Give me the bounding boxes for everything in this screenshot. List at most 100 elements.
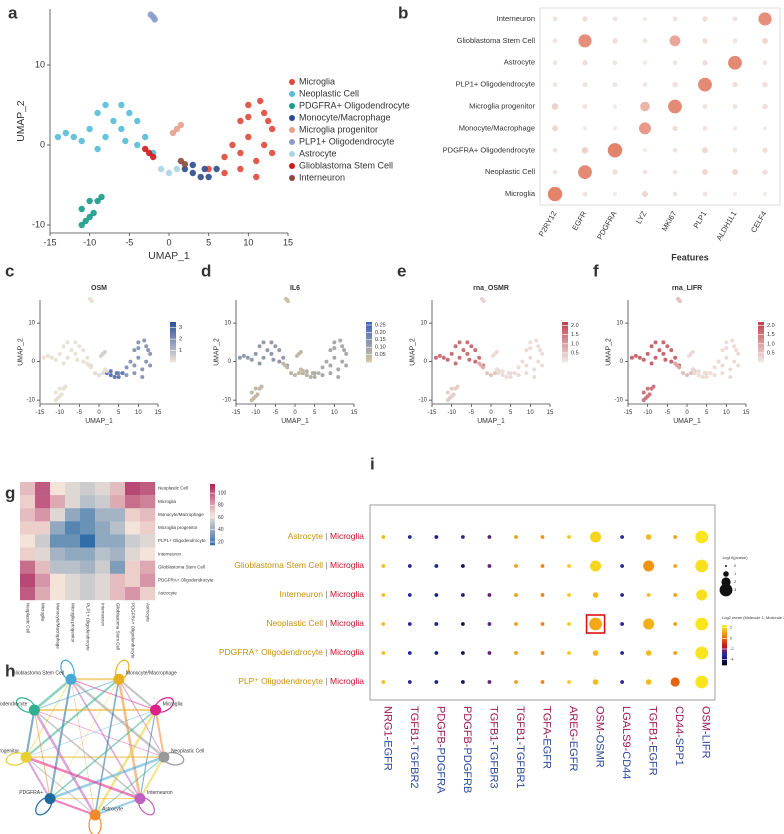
legend-label: Microglia progenitor: [299, 124, 378, 134]
colorbar-tick-label: 0.15: [375, 337, 386, 343]
point: [320, 365, 325, 370]
colorbar-cell: [758, 327, 764, 329]
dot: [612, 82, 618, 88]
bubble: [460, 564, 465, 568]
row-label: PLP1+ Oligodendrocyte: [456, 80, 535, 89]
colorbar-cell: [170, 351, 176, 353]
heat-cell: [140, 560, 156, 574]
x-tick-label: 0: [97, 410, 101, 416]
colorbar-cell: [758, 339, 764, 341]
bubble: [540, 622, 545, 626]
col-label-part: LGALS9-: [620, 706, 632, 752]
x-tick-label: -5: [469, 410, 475, 416]
x-tick-label: MKI67: [660, 209, 679, 232]
highlight-box: [585, 614, 606, 634]
col-label: PDGFB-PDGFRA: [434, 706, 446, 794]
colorbar-cell: [366, 323, 372, 325]
point: [645, 386, 650, 391]
point: [122, 137, 129, 145]
dot: [642, 82, 648, 88]
y-axis-label: UMAP_2: [410, 338, 417, 366]
x-axis-label: UMAP_1: [148, 251, 190, 262]
legend-label: Interneuron: [299, 172, 345, 182]
x-tick-label: CELF4: [749, 209, 768, 234]
bubble: [434, 535, 439, 539]
point: [528, 340, 533, 345]
x-tick-label: 5: [313, 410, 317, 416]
bubble: [695, 530, 709, 544]
bubble: [407, 622, 412, 626]
node: [113, 673, 125, 685]
x-axis-label: UMAP_1: [477, 418, 505, 425]
colorbar-cell: [722, 643, 727, 646]
colorbar-cell: [170, 328, 176, 331]
dot: [762, 81, 768, 88]
colorbar-cell: [758, 340, 764, 343]
x-tick-label: PLP1: [691, 209, 708, 229]
heat-cell: [65, 495, 81, 509]
point: [94, 145, 101, 153]
point: [148, 351, 153, 356]
point: [457, 355, 462, 360]
colorbar-cell: [210, 496, 215, 499]
heat-cell: [110, 482, 126, 496]
colorbar-cell: [562, 323, 568, 325]
colorbar-cell: [562, 332, 568, 335]
heat-cell: [95, 560, 111, 574]
point: [736, 351, 741, 356]
point: [132, 371, 137, 376]
x-tick-label: -15: [43, 238, 56, 248]
point: [63, 384, 68, 389]
point: [536, 359, 541, 364]
col-label-part: SPP1: [673, 738, 685, 766]
node: [44, 793, 56, 805]
col-label: TGFB1-EGFR: [647, 706, 659, 776]
point: [268, 149, 276, 157]
point: [253, 386, 258, 391]
point: [677, 299, 682, 304]
point: [147, 11, 154, 18]
point: [54, 133, 62, 141]
colorbar-cell: [366, 347, 372, 349]
colorbar-cell: [366, 350, 372, 352]
point: [336, 375, 341, 380]
legend-label: PLP1+ Oligodendrocyte: [299, 136, 394, 146]
heat-cell: [20, 547, 36, 561]
row-label: Microglia progenitor: [469, 101, 535, 110]
bubble: [589, 617, 602, 631]
point: [540, 351, 545, 356]
node-label: Neoplastic Cell: [171, 748, 204, 754]
point: [253, 157, 260, 165]
dot: [612, 104, 618, 109]
colorbar-cell: [758, 342, 764, 344]
point: [102, 133, 109, 141]
colorbar-cell: [170, 348, 176, 351]
colorbar-tick-label: -2: [730, 646, 734, 651]
legend-label: Neoplastic Cell: [299, 88, 359, 98]
point: [145, 149, 153, 157]
point: [728, 375, 733, 380]
colorbar-cell: [722, 637, 727, 639]
colorbar-cell: [758, 330, 764, 332]
colorbar-cell: [722, 639, 727, 642]
bubble: [407, 680, 412, 684]
col-label-part: TGFBR1: [514, 745, 526, 788]
colorbar-cell: [210, 486, 215, 489]
bubble: [645, 679, 652, 685]
point: [724, 355, 729, 360]
point: [496, 368, 501, 373]
x-tick-label: 10: [243, 238, 253, 248]
dot: [758, 12, 772, 26]
colorbar-cell: [722, 633, 727, 635]
x-tick-label: 0: [489, 410, 493, 416]
point: [90, 209, 97, 217]
dot: [762, 126, 768, 131]
heat-cell: [35, 508, 51, 522]
bubble: [695, 559, 709, 573]
bubble: [540, 593, 545, 597]
edge: [33, 709, 51, 799]
point: [249, 390, 254, 395]
point: [449, 351, 454, 356]
col-label: Neoplastic Cell: [25, 603, 30, 633]
